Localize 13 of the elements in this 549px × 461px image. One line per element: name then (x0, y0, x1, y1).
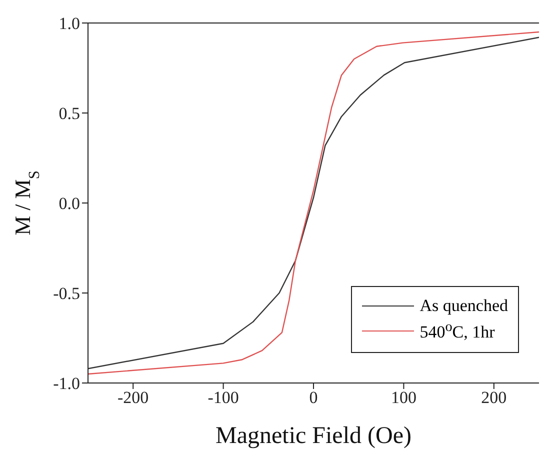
x-tick-label: -100 (208, 388, 239, 408)
y-tick-label: 0.0 (58, 194, 80, 214)
y-tick-label: 1.0 (58, 14, 80, 34)
y-tick-label: -1.0 (53, 374, 80, 394)
x-tick-label: 100 (390, 388, 416, 408)
x-axis-title: Magnetic Field (Oe) (216, 423, 412, 449)
y-tick-label: -0.5 (53, 284, 80, 304)
legend-label: As quenched (420, 296, 508, 316)
legend-label: 540$^{o}$C, 1hr (420, 319, 495, 343)
x-tick-label: 0 (309, 388, 318, 408)
x-tick-label: 200 (481, 388, 507, 408)
y-tick-label: 0.5 (58, 104, 80, 124)
x-tick-label: -200 (118, 388, 149, 408)
